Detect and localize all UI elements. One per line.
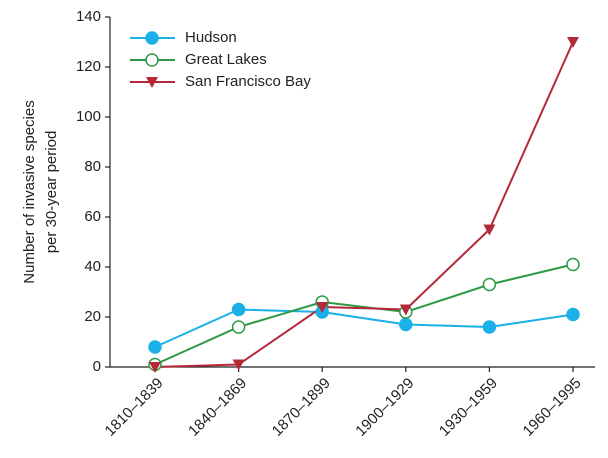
y-axis-label: per 30-year period xyxy=(43,131,60,254)
y-tick-label: 0 xyxy=(93,358,101,375)
y-tick-label: 20 xyxy=(84,308,101,325)
marker xyxy=(145,53,159,67)
marker xyxy=(566,307,580,322)
legend-label: San Francisco Bay xyxy=(185,73,311,90)
marker xyxy=(399,304,412,316)
legend-label: Great Lakes xyxy=(185,51,267,68)
marker xyxy=(399,317,413,332)
x-tick-label: 1930–1959 xyxy=(436,375,501,440)
marker xyxy=(146,77,158,88)
y-tick-label: 40 xyxy=(84,258,101,275)
y-tick-label: 60 xyxy=(84,208,101,225)
marker xyxy=(149,362,161,373)
marker xyxy=(482,277,497,292)
series-line xyxy=(154,263,574,366)
x-tick-label: 1960–1995 xyxy=(520,375,585,440)
marker xyxy=(316,302,329,313)
marker xyxy=(231,302,246,317)
x-tick-label: 1900–1929 xyxy=(352,375,417,440)
marker xyxy=(231,320,246,334)
x-tick-label: 1870–1899 xyxy=(269,375,334,440)
y-tick-label: 140 xyxy=(76,8,101,25)
marker xyxy=(482,320,497,334)
x-tick-label: 1840–1869 xyxy=(185,375,250,440)
marker xyxy=(566,257,580,272)
marker xyxy=(567,37,579,48)
legend-label: Hudson xyxy=(185,29,237,46)
y-tick-label: 120 xyxy=(76,58,101,75)
marker xyxy=(232,359,245,371)
series-line xyxy=(154,308,574,348)
marker xyxy=(145,31,159,45)
marker xyxy=(483,224,496,236)
series-line xyxy=(154,41,574,368)
y-tick-label: 80 xyxy=(84,158,101,175)
y-axis-label: Number of invasive species xyxy=(21,100,38,283)
x-tick-label: 1810–1839 xyxy=(102,375,167,440)
marker xyxy=(148,340,162,354)
y-tick-label: 100 xyxy=(76,108,101,125)
